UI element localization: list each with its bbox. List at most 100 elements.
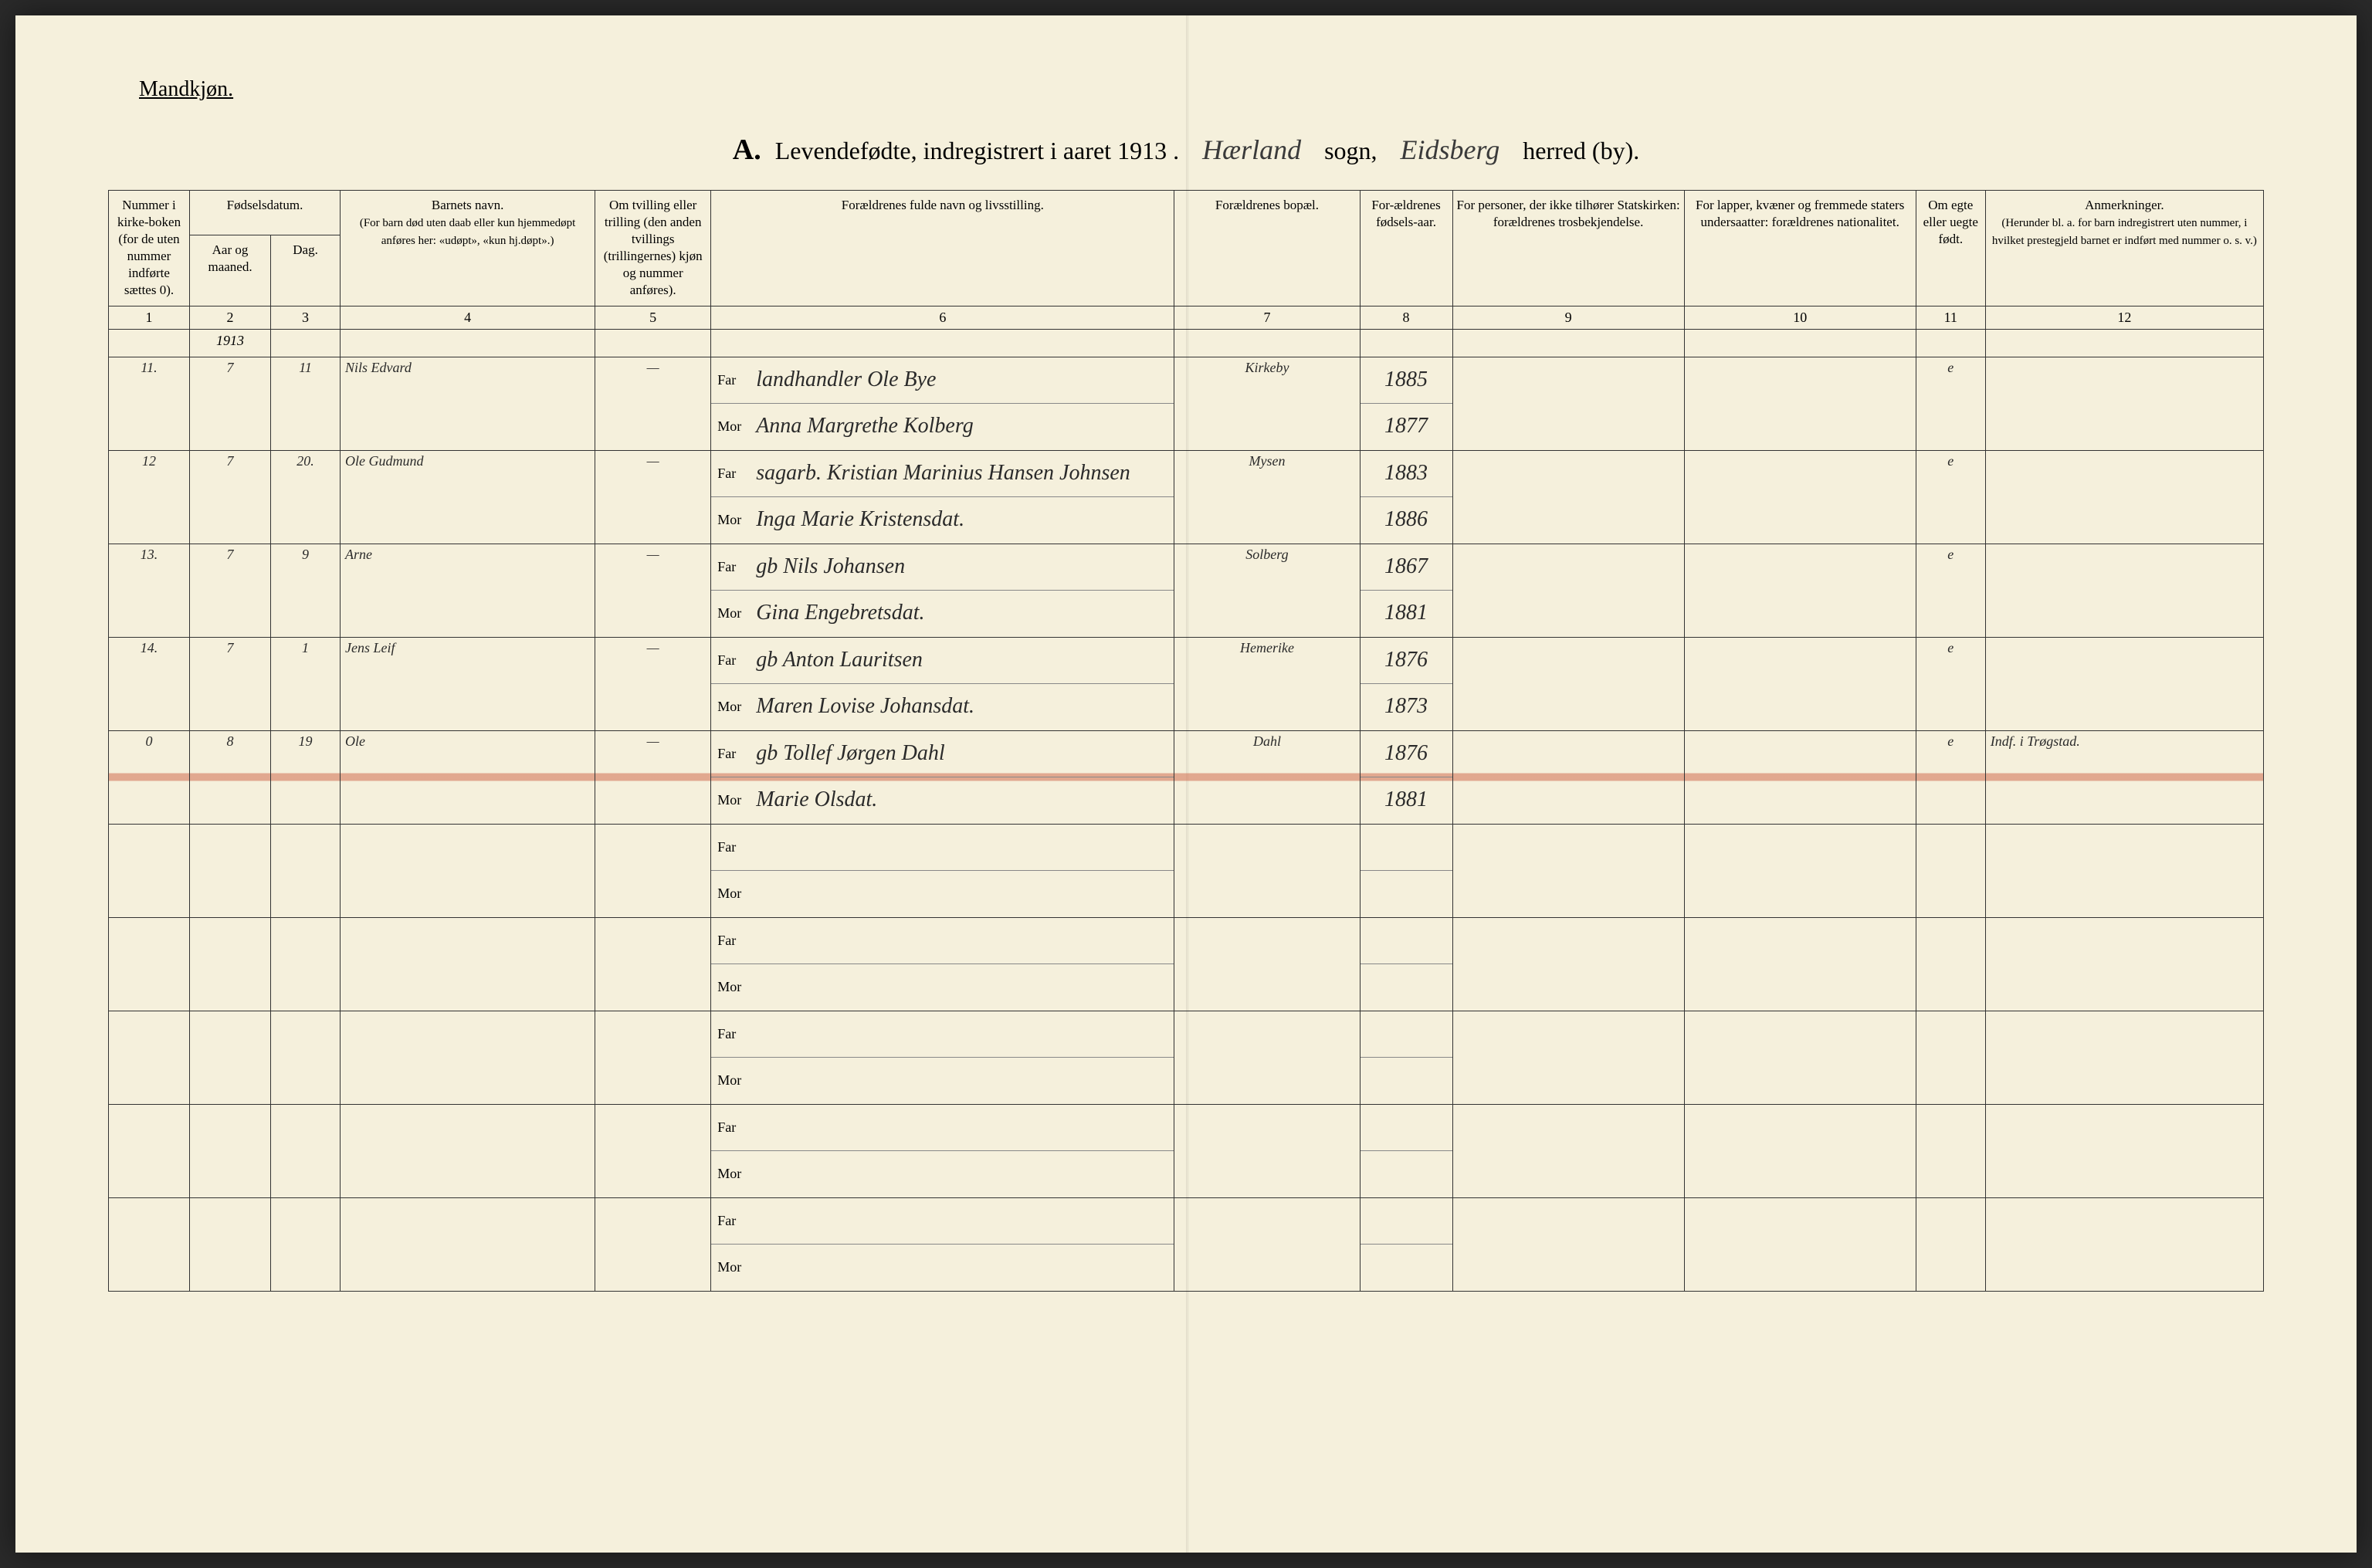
far-label: Far <box>717 933 756 949</box>
mother-year: 1881 <box>1361 777 1452 824</box>
cell-nationality <box>1684 637 1916 730</box>
cell-tvilling: — <box>595 357 711 450</box>
far-label: Far <box>717 559 756 575</box>
col-header-11: Om egte eller uegte født. <box>1916 191 1985 306</box>
cell-month: 7 <box>190 637 271 730</box>
col-header-9: For personer, der ikke tilhører Statskir… <box>1452 191 1684 306</box>
cell-number <box>109 1197 190 1291</box>
cell-egte <box>1916 824 1985 917</box>
cell-nationality <box>1684 450 1916 544</box>
cell-parents: Far landhandler Ole Bye Mor Anna Margret… <box>711 357 1174 450</box>
father-value: sagarb. Kristian Marinius Hansen Johnsen <box>756 462 1167 486</box>
cell-day: 9 <box>271 544 341 637</box>
register-page: Mandkjøn. A. Levendefødte, indregistrert… <box>15 15 2357 1553</box>
mother-line: Mor Maren Lovise Johansdat. <box>711 684 1174 730</box>
cell-residence <box>1174 917 1360 1011</box>
cell-egte: e <box>1916 357 1985 450</box>
far-label: Far <box>717 652 756 669</box>
mor-label: Mor <box>717 979 756 995</box>
mor-label: Mor <box>717 1166 756 1182</box>
table-row: Far Mor <box>109 1104 2264 1197</box>
father-year: 1876 <box>1361 638 1452 684</box>
cell-tvilling <box>595 1011 711 1104</box>
cell-month <box>190 824 271 917</box>
col-num: 7 <box>1174 306 1360 329</box>
cell-child-name: Ole <box>341 730 595 824</box>
far-label: Far <box>717 1213 756 1229</box>
cell-parents: Far gb Tollef Jørgen Dahl Mor Marie Olsd… <box>711 730 1174 824</box>
mother-year <box>1361 964 1452 1011</box>
cell-parents: Far Mor <box>711 824 1174 917</box>
sogn-handwritten: Hærland <box>1202 134 1301 166</box>
cell-month: 7 <box>190 450 271 544</box>
cell-day <box>271 917 341 1011</box>
cell-residence: Solberg <box>1174 544 1360 637</box>
mother-line: Mor Marie Olsdat. <box>711 777 1174 824</box>
col-header-4-sub: (For barn død uten daab eller kun hjemme… <box>360 217 576 247</box>
cell-parents: Far Mor <box>711 1197 1174 1291</box>
mother-line: Mor Anna Margrethe Kolberg <box>711 404 1174 450</box>
mother-line: Mor <box>711 1245 1174 1291</box>
cell-child-name <box>341 824 595 917</box>
cell-day <box>271 824 341 917</box>
cell-number: 14. <box>109 637 190 730</box>
father-line: Far gb Tollef Jørgen Dahl <box>711 731 1174 777</box>
col-header-10: For lapper, kvæner og fremmede staters u… <box>1684 191 1916 306</box>
father-year: 1883 <box>1361 451 1452 497</box>
cell-parent-years <box>1360 1104 1452 1197</box>
cell-number <box>109 1104 190 1197</box>
father-line: Far landhandler Ole Bye <box>711 357 1174 404</box>
title-block: A. Levendefødte, indregistrert i aaret 1… <box>733 133 1179 167</box>
mor-label: Mor <box>717 605 756 621</box>
mother-year: 1881 <box>1361 591 1452 637</box>
mother-year <box>1361 871 1452 917</box>
col-num: 1 <box>109 306 190 329</box>
cell-residence: Dahl <box>1174 730 1360 824</box>
cell-religion <box>1452 730 1684 824</box>
mother-line: Mor <box>711 1058 1174 1104</box>
cell-egte <box>1916 1104 1985 1197</box>
col-header-2b: Dag. <box>271 235 341 306</box>
table-row: 12 7 20. Ole Gudmund — Far sagarb. Krist… <box>109 450 2264 544</box>
table-row: 0 8 19 Ole — Far gb Tollef Jørgen Dahl M… <box>109 730 2264 824</box>
far-label: Far <box>717 746 756 762</box>
father-year <box>1361 1105 1452 1151</box>
cell-residence <box>1174 1104 1360 1197</box>
table-row: Far Mor <box>109 917 2264 1011</box>
cell-parent-years: 1876 1873 <box>1360 637 1452 730</box>
col-num: 8 <box>1360 306 1452 329</box>
table-row: 14. 7 1 Jens Leif — Far gb Anton Laurits… <box>109 637 2264 730</box>
cell-child-name <box>341 1011 595 1104</box>
cell-religion <box>1452 824 1684 917</box>
mother-value: Marie Olsdat. <box>756 788 1167 812</box>
cell-remark <box>1985 450 2263 544</box>
mor-label: Mor <box>717 1072 756 1089</box>
cell-remark <box>1985 824 2263 917</box>
table-row: Far Mor <box>109 824 2264 917</box>
cell-remark <box>1985 917 2263 1011</box>
cell-number: 12 <box>109 450 190 544</box>
cell-parent-years <box>1360 917 1452 1011</box>
col-header-12: Anmerkninger. (Herunder bl. a. for barn … <box>1985 191 2263 306</box>
cell-remark <box>1985 1197 2263 1291</box>
mother-value: Gina Engebretsdat. <box>756 601 1167 625</box>
cell-parent-years: 1885 1877 <box>1360 357 1452 450</box>
cell-religion <box>1452 544 1684 637</box>
title-text: Levendefødte, indregistrert i aaret 191 <box>775 137 1154 164</box>
father-value: gb Anton Lauritsen <box>756 649 1167 672</box>
cell-day <box>271 1011 341 1104</box>
cell-child-name: Ole Gudmund <box>341 450 595 544</box>
table-body: 1913 11. 7 11 Nils Edvard — Far landhand… <box>109 329 2264 1291</box>
col-header-1: Nummer i kirke-boken (for de uten nummer… <box>109 191 190 306</box>
col-header-6: Forældrenes fulde navn og livsstilling. <box>711 191 1174 306</box>
col-header-4-main: Barnets navn. <box>432 198 503 212</box>
col-header-2a: Aar og maaned. <box>190 235 271 306</box>
cell-parents: Far Mor <box>711 1104 1174 1197</box>
cell-nationality <box>1684 824 1916 917</box>
mother-value: Inga Marie Kristensdat. <box>756 508 1167 532</box>
father-line: Far gb Nils Johansen <box>711 544 1174 591</box>
col-header-8: For-ældrenes fødsels-aar. <box>1360 191 1452 306</box>
cell-parent-years <box>1360 1197 1452 1291</box>
gender-heading: Mandkjøn. <box>139 77 2264 102</box>
father-value: gb Tollef Jørgen Dahl <box>756 742 1167 766</box>
